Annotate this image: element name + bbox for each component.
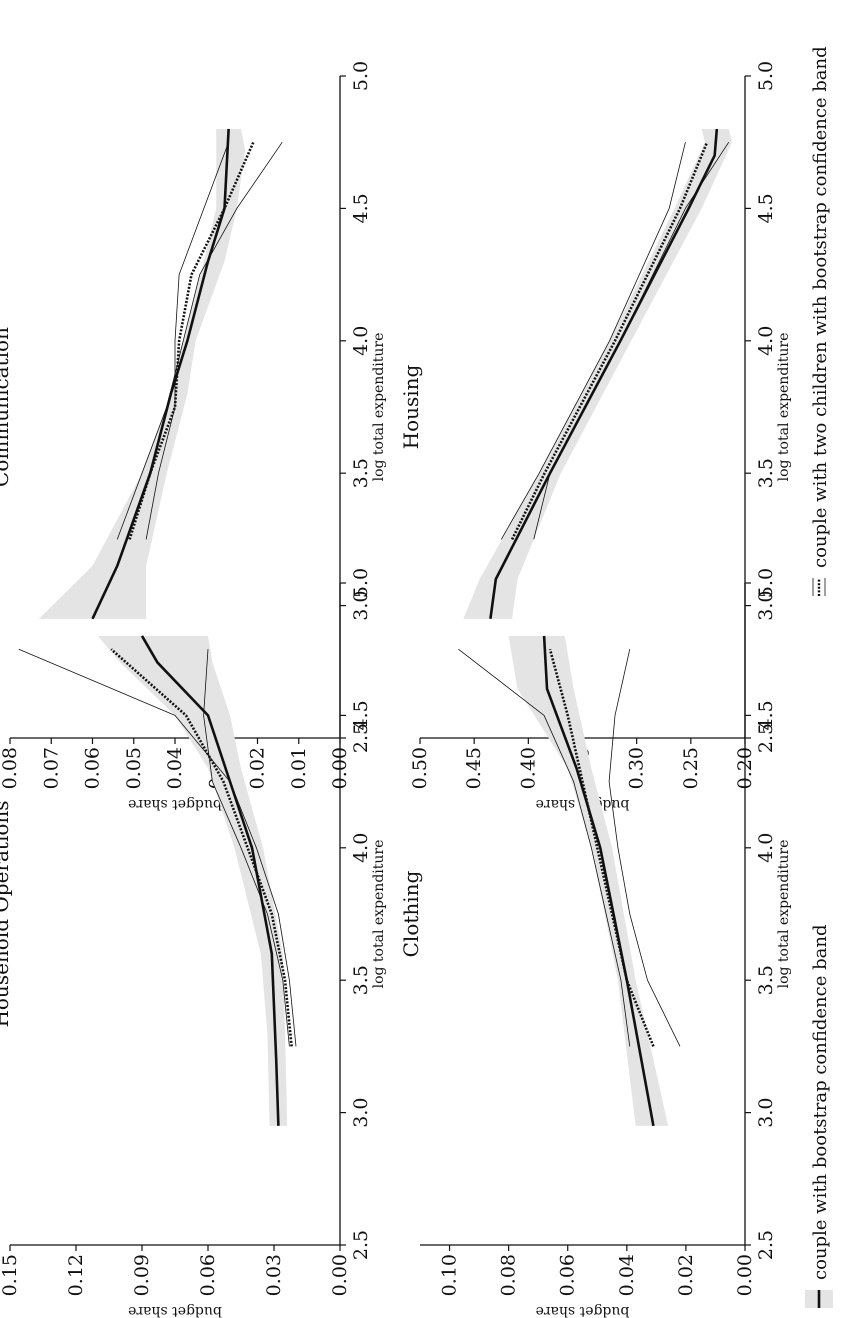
y-tick-label: 0.02	[675, 1254, 697, 1296]
x-tick-label: 3.0	[350, 590, 372, 620]
panel-0: 2.53.03.54.04.55.00.000.010.020.030.040.…	[0, 61, 387, 812]
x-tick-label: 4.5	[350, 700, 372, 730]
confidence-band	[463, 128, 732, 619]
x-tick-label: 4.0	[755, 833, 777, 863]
confidence-band	[508, 635, 669, 1126]
series-line-thin-2	[116, 141, 283, 540]
x-tick-label: 4.0	[350, 833, 372, 863]
confidence-band	[98, 635, 288, 1126]
y-tick-label: 0.50	[409, 747, 431, 789]
x-tick-label: 4.0	[350, 326, 372, 356]
panel-title: Household Operations	[0, 800, 13, 1027]
x-tick-label: 5.0	[755, 61, 777, 91]
x-axis-title: log total expenditure	[371, 840, 387, 989]
y-tick-label: 0.40	[517, 747, 539, 789]
x-tick-label: 2.5	[755, 723, 777, 753]
y-tick-label: 0.02	[247, 747, 269, 789]
y-tick-label: 0.00	[734, 1254, 756, 1296]
x-tick-label: 2.5	[350, 723, 372, 753]
y-tick-label: 0.45	[463, 747, 485, 789]
series-line-thin-2	[608, 649, 681, 1047]
y-tick-label: 0.09	[131, 1254, 153, 1296]
series-line-thin-3	[203, 649, 290, 1047]
y-axis-title: budget share	[128, 1303, 222, 1318]
series-line-dotted-1	[548, 648, 655, 1047]
y-tick-label: 0.25	[680, 747, 702, 789]
x-tick-label: 2.5	[755, 1230, 777, 1260]
x-tick-label: 4.5	[755, 700, 777, 730]
series-line-solid-0	[542, 635, 655, 1127]
y-tick-label: 0.00	[329, 1254, 351, 1296]
series-line-thin-3	[145, 142, 229, 540]
panel-title: Housing	[399, 364, 423, 449]
x-tick-label: 3.0	[755, 590, 777, 620]
y-tick-label: 0.05	[123, 747, 145, 789]
x-axis-title: log total expenditure	[776, 333, 792, 482]
x-tick-label: 3.5	[755, 458, 777, 488]
x-tick-label: 5.0	[755, 568, 777, 598]
panel-3: 2.5 3.0 3.5 4.0 4.5 5.0 0.00 0.02 0.04 0.06 0.08 0.…	[399, 568, 792, 1318]
series-line-thin-2	[18, 648, 297, 1047]
x-tick-label: 5.0	[350, 61, 372, 91]
y-tick-label: 0.07	[40, 747, 62, 789]
x-tick-label: 2.5	[350, 1230, 372, 1260]
y-tick-label: 0.01	[288, 747, 310, 789]
panel-title: Clothing	[399, 870, 423, 957]
x-tick-label: 4.5	[350, 193, 372, 223]
x-axis-title: log total expenditure	[776, 840, 792, 989]
x-axis-title: log total expenditure	[371, 333, 387, 482]
panel-title: Communication	[0, 327, 13, 487]
panel-2: 2.5 3.0 3.5 4.0 4.5 5.0 0.00 0.03 0.06 0.09 0.12 0.…	[0, 568, 387, 1318]
y-tick-label: 0.08	[0, 747, 21, 789]
y-tick-label: 0.15	[0, 1254, 21, 1296]
series-line-thin-3	[533, 141, 730, 540]
x-tick-label: 3.5	[755, 965, 777, 995]
x-tick-label: 3.0	[350, 1097, 372, 1127]
x-tick-label: 3.0	[755, 1097, 777, 1127]
x-tick-label: 3.5	[350, 965, 372, 995]
series-line-dotted-1	[110, 648, 293, 1047]
y-tick-label: 0.03	[263, 1254, 285, 1296]
legend: couple with bootstrap confidence band cou…	[805, 46, 833, 1308]
legend-label-couple-two-children: couple with two children with bootstrap …	[810, 46, 831, 568]
y-tick-label: 0.12	[65, 1254, 87, 1296]
series-line-dotted-1	[510, 141, 709, 540]
y-axis-title: budget share	[128, 796, 222, 812]
y-tick-label: 0.04	[616, 1254, 638, 1296]
y-tick-label: 0.10	[439, 1254, 461, 1296]
series-line-solid-0	[91, 128, 230, 620]
y-tick-label: 0.06	[557, 1254, 579, 1296]
y-tick-label: 0.30	[626, 747, 648, 789]
series-line-thin-3	[458, 648, 631, 1047]
x-tick-label: 3.5	[350, 458, 372, 488]
panel-1: 2.53.03.54.04.55.00.200.250.300.350.400.…	[399, 61, 792, 812]
x-tick-label: 4.5	[755, 193, 777, 223]
x-tick-label: 5.0	[350, 568, 372, 598]
series-line-dotted-1	[128, 141, 255, 540]
series-line-solid-0	[140, 635, 280, 1126]
y-tick-label: 0.04	[164, 747, 186, 789]
series-line-thin-2	[500, 142, 686, 540]
y-tick-label: 0.06	[82, 747, 104, 789]
legend-label-couple: couple with bootstrap confidence band	[810, 925, 831, 1280]
confidence-band	[38, 128, 246, 619]
y-tick-label: 0.08	[498, 1254, 520, 1296]
y-tick-label: 0.06	[197, 1254, 219, 1296]
y-axis-title: budget share	[536, 1303, 630, 1318]
x-tick-label: 4.0	[755, 326, 777, 356]
